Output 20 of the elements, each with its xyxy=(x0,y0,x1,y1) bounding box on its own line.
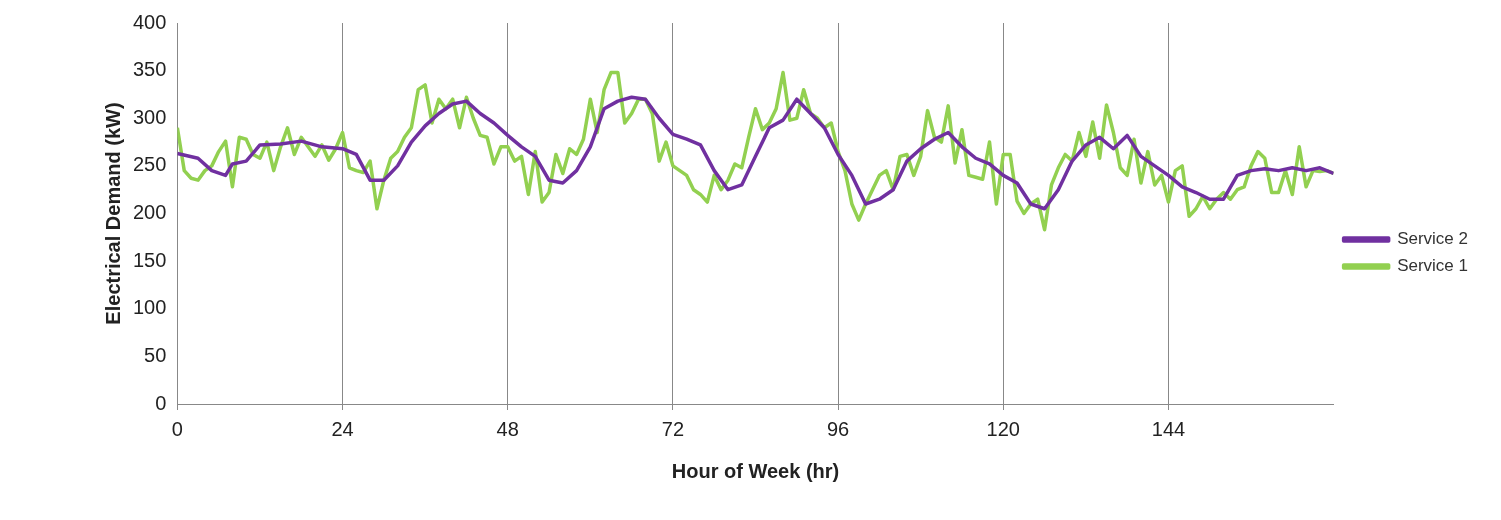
y-tick-label: 350 xyxy=(132,58,167,81)
y-axis-title: Electrical Demand (kW) xyxy=(101,102,124,325)
x-tick-label: 96 xyxy=(826,417,850,440)
x-tick-label: 72 xyxy=(661,417,685,440)
legend-label: Service 2 xyxy=(1397,229,1469,249)
y-tick-label: 400 xyxy=(132,10,167,33)
x-tick-label: 0 xyxy=(171,417,183,440)
y-tick-label: 150 xyxy=(132,248,167,271)
y-tick-label: 50 xyxy=(144,343,167,366)
x-tick-label: 48 xyxy=(496,417,519,440)
y-tick-label: 100 xyxy=(132,296,167,319)
y-tick-label: 300 xyxy=(132,105,167,128)
x-tick-label: 120 xyxy=(986,417,1020,440)
y-tick-label: 0 xyxy=(155,391,167,414)
y-tick-label: 200 xyxy=(132,201,167,224)
y-tick-label: 250 xyxy=(132,153,167,176)
x-tick-label: 144 xyxy=(1151,417,1186,440)
legend-label: Service 1 xyxy=(1397,256,1469,276)
x-axis-title: Hour of Week (hr) xyxy=(671,459,840,482)
x-tick-label: 24 xyxy=(331,417,354,440)
